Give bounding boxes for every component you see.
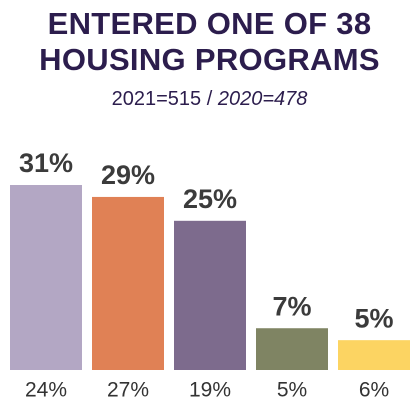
bar	[92, 196, 164, 370]
chart-title: ENTERED ONE OF 38 HOUSING PROGRAMS	[39, 6, 380, 77]
x-tick-label: 27%	[107, 379, 149, 402]
value-label: 5%	[354, 303, 393, 333]
bar	[174, 220, 246, 370]
value-label: 31%	[19, 148, 73, 178]
x-tick-label: 19%	[189, 379, 231, 402]
subtitle-2021: 2021=515 /	[111, 88, 213, 110]
x-tick-label: 24%	[25, 379, 67, 402]
value-label: 7%	[272, 291, 311, 321]
x-tick-label: 5%	[277, 379, 307, 402]
bar	[338, 340, 410, 370]
value-label: 25%	[183, 184, 237, 214]
subtitle: 2021=515 / 2020=478	[0, 88, 419, 111]
value-label: 29%	[101, 160, 155, 190]
subtitle-2020: 2020=478	[217, 88, 308, 110]
x-tick-label: 6%	[359, 379, 389, 402]
bar	[256, 328, 328, 370]
bar	[10, 185, 82, 370]
